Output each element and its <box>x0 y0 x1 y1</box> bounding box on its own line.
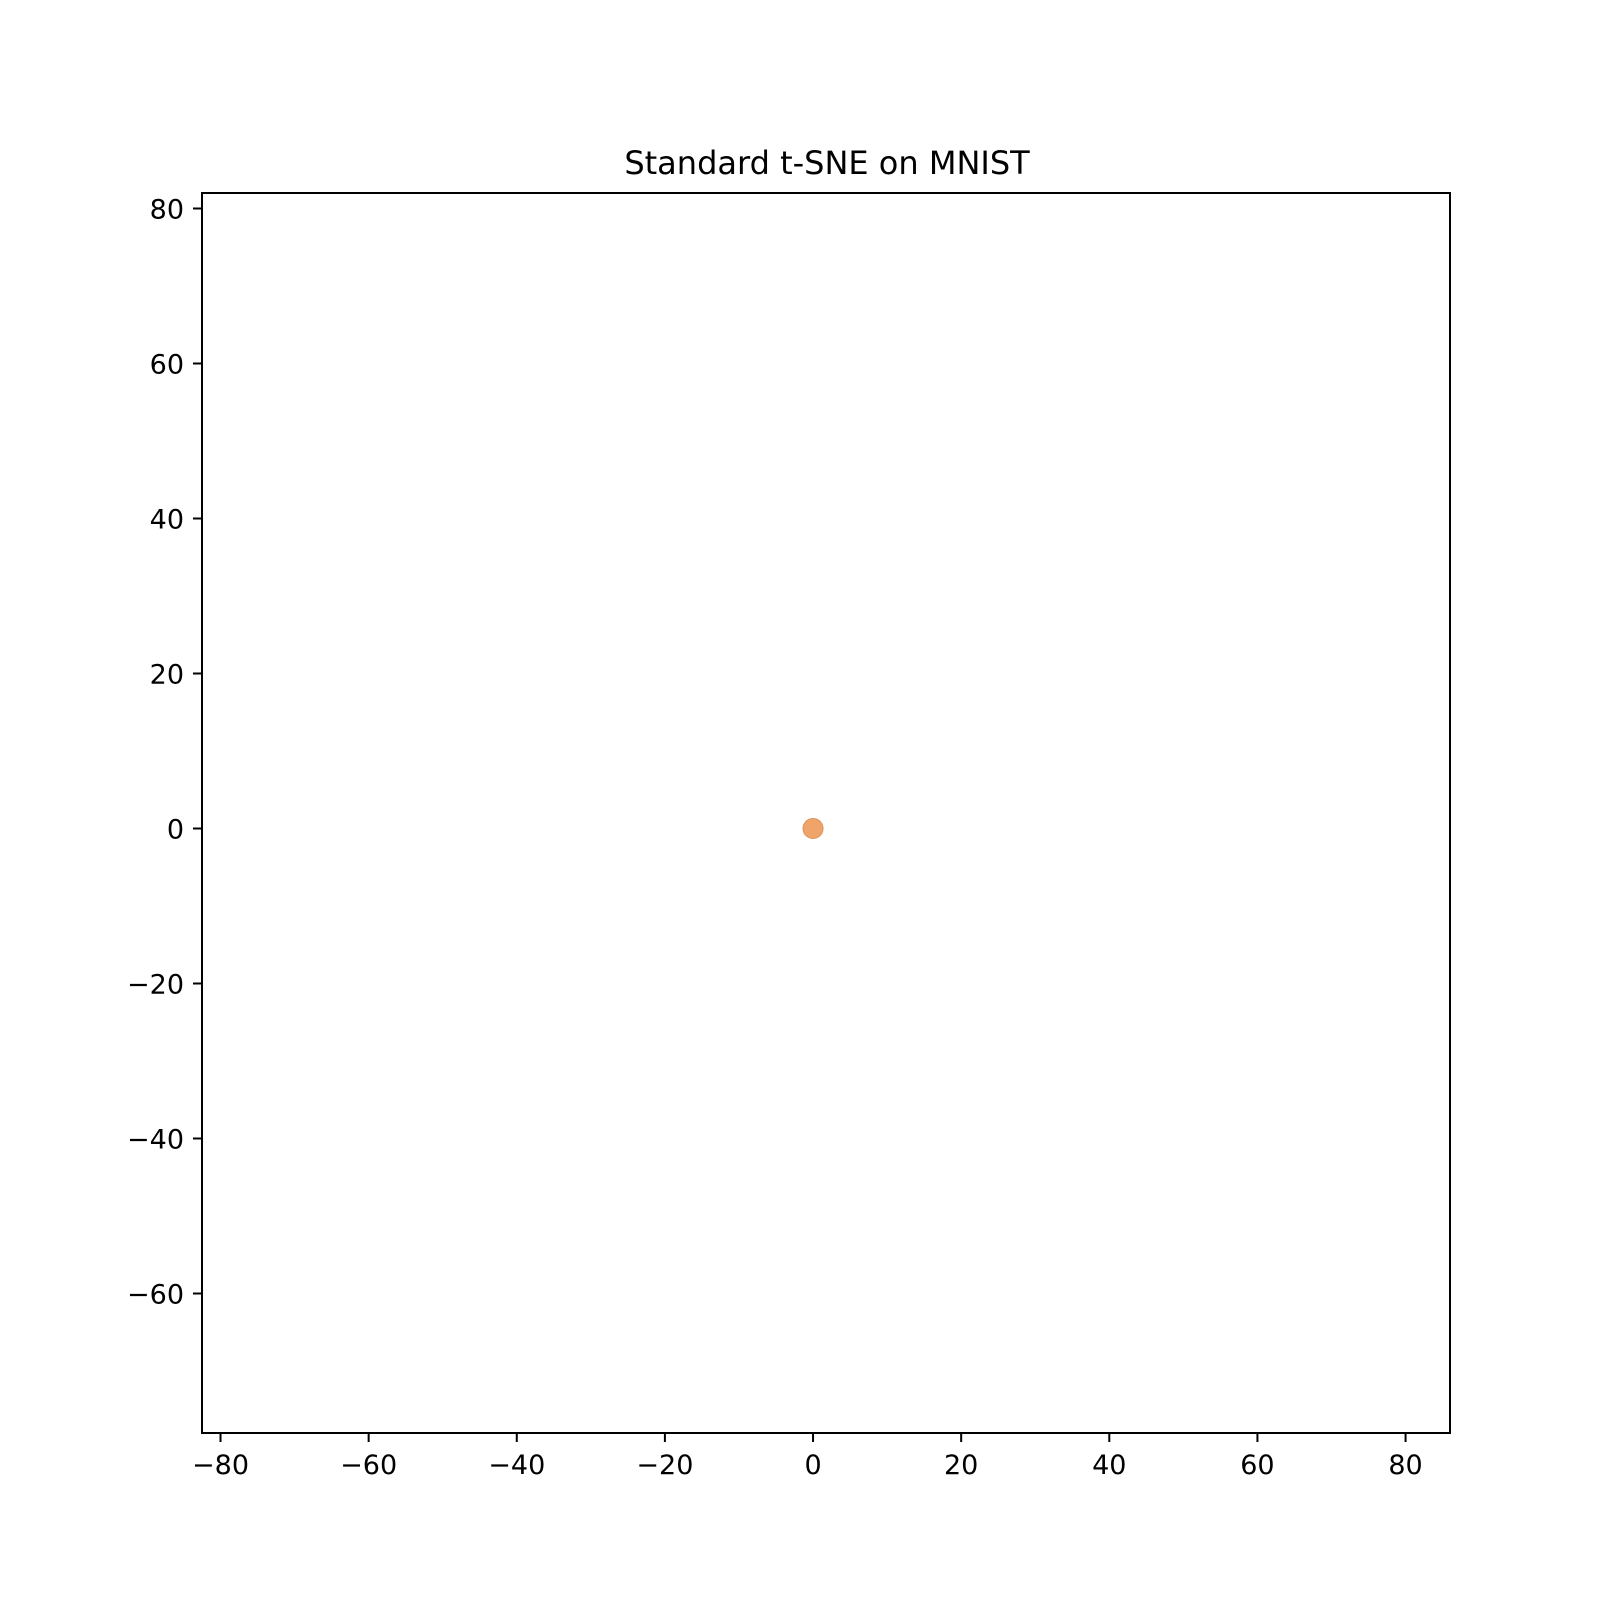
plot-area-frame <box>201 192 1451 1434</box>
x-tick-label: −60 <box>340 1450 397 1481</box>
points-layer <box>802 818 824 839</box>
y-tick-label: 40 <box>150 505 184 536</box>
y-tick-label: −20 <box>127 970 184 1001</box>
y-tick-label: 80 <box>150 195 184 226</box>
y-tick-label: −40 <box>127 1125 184 1156</box>
x-tick-label: 40 <box>1092 1450 1126 1481</box>
x-tick-label: 20 <box>944 1450 978 1481</box>
data-point <box>802 818 824 839</box>
x-tick-label: −40 <box>488 1450 545 1481</box>
y-tick-label: −60 <box>127 1280 184 1311</box>
x-axis: −80 −60 −40 −20 0 20 40 60 80 <box>192 1433 1423 1481</box>
x-tick-label: 80 <box>1388 1450 1422 1481</box>
y-axis: −60 −40 −20 0 20 40 60 80 <box>127 195 202 1311</box>
x-tick-label: −20 <box>636 1450 693 1481</box>
x-tick-label: −80 <box>192 1450 249 1481</box>
chart-title: Standard t-SNE on MNIST <box>624 144 1030 182</box>
y-tick-label: 0 <box>167 815 184 846</box>
y-tick-label: 60 <box>150 350 184 381</box>
x-tick-label: 0 <box>804 1450 821 1481</box>
y-tick-label: 20 <box>150 660 184 691</box>
x-tick-label: 60 <box>1240 1450 1274 1481</box>
